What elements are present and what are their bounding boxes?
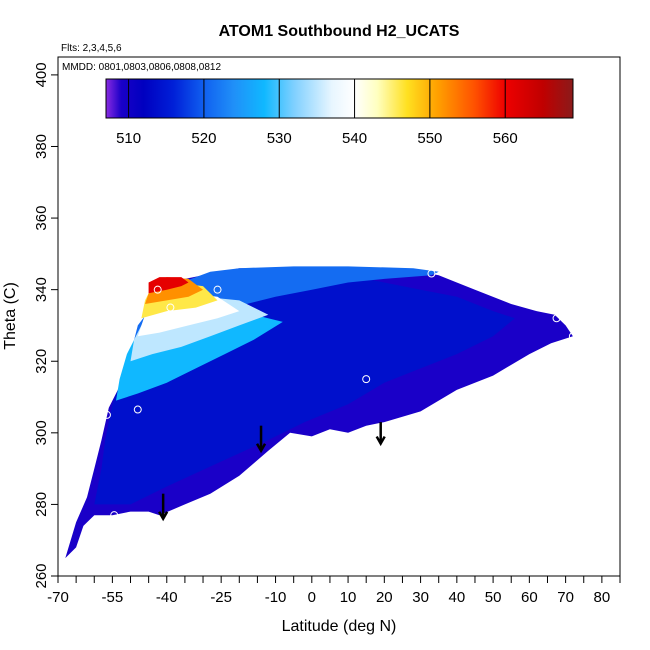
y-tick-label: 400: [33, 62, 50, 87]
x-tick-label: 0: [308, 589, 316, 606]
colorbar-tick-label: 520: [191, 130, 216, 147]
x-tick-label: -10: [265, 589, 287, 606]
colorbar-tick-label: 530: [267, 130, 292, 147]
sample-marker: [153, 285, 162, 294]
sample-marker: [568, 332, 577, 341]
x-tick-label: -25: [210, 589, 232, 606]
colorbar-tick-label: 510: [116, 130, 141, 147]
sample-marker: [166, 303, 175, 312]
y-tick-label: 380: [33, 134, 50, 159]
chart-title: ATOM1 Southbound H2_UCATS: [219, 23, 460, 40]
x-tick-label: 10: [340, 589, 357, 606]
x-tick-label: 60: [521, 589, 538, 606]
x-tick-label: 30: [412, 589, 429, 606]
x-axis: -70 -55 -40 -25 -10 0 10 20 30 40 50 60 70 80: [47, 576, 621, 606]
sample-marker: [427, 269, 436, 278]
colorbar-tick-label: 550: [417, 130, 442, 147]
sample-marker: [362, 375, 371, 384]
colorbar-ticks: 510 520 530 540 550 560: [116, 79, 518, 147]
x-tick-label: 50: [485, 589, 502, 606]
y-tick-label: 300: [33, 420, 50, 445]
heatmap-region-upper-blue-wedge: [130, 266, 439, 355]
x-tick-label: 70: [557, 589, 574, 606]
plot-frame: [57, 56, 621, 577]
dates-annotation: MMDD: 0801,0803,0806,0808,0812: [62, 62, 221, 73]
sample-marker: [552, 314, 561, 323]
y-tick-label: 340: [33, 277, 50, 302]
x-tick-label: 40: [448, 589, 465, 606]
y-tick-label: 280: [33, 492, 50, 517]
y-tick-label: 260: [33, 563, 50, 588]
down-arrow-icon: [255, 425, 267, 454]
x-tick-label: -55: [102, 589, 124, 606]
x-tick-label: 80: [594, 589, 611, 606]
plot-area: [65, 266, 577, 559]
sample-markers: [102, 269, 577, 520]
sample-marker: [102, 410, 111, 419]
sample-marker: [213, 285, 222, 294]
colorbar-gradient: [105, 78, 574, 119]
sample-marker: [110, 511, 119, 520]
down-arrow-icon: [158, 493, 169, 522]
down-arrow-icon: [375, 422, 386, 447]
heatmap-region-red-cap: [148, 277, 189, 294]
y-tick-label: 320: [33, 349, 50, 374]
heatmap-regions: [65, 266, 573, 559]
x-tick-label: -70: [47, 589, 69, 606]
y-axis: 260 280 300 320 340 360 380 400: [33, 62, 58, 589]
x-tick-label: -40: [156, 589, 178, 606]
y-axis-label: Theta (C): [2, 282, 19, 350]
colorbar-tick-label: 560: [493, 130, 518, 147]
y-tick-label: 360: [33, 206, 50, 231]
arrow-annotations: [158, 422, 386, 522]
sample-marker: [133, 405, 142, 414]
x-tick-label: 20: [376, 589, 393, 606]
x-axis-label: Latitude (deg N): [282, 618, 397, 635]
colorbar-tick-label: 540: [342, 130, 367, 147]
colorbar: 510 520 530 540 550 560: [105, 78, 574, 147]
flights-annotation: Flts: 2,3,4,5,6: [61, 43, 122, 54]
